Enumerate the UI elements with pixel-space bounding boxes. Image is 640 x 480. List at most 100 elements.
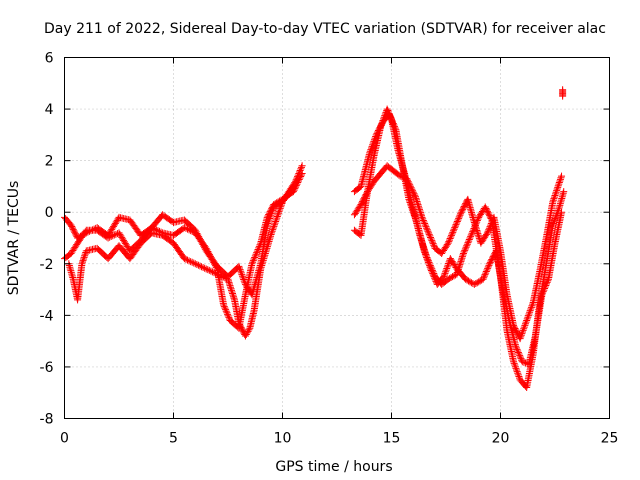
interp-point [447,274,455,282]
interp-point [267,231,275,239]
interp-point [529,300,537,308]
x-tick-label: 15 [383,431,401,447]
interp-point [486,212,494,220]
interp-point [554,182,562,190]
data-point [549,198,557,206]
interp-point [264,239,272,247]
data-point [516,335,524,343]
y-tick-label: 0 [45,205,54,221]
interp-point [463,276,471,284]
interp-point [221,274,229,282]
interp-point [461,245,469,253]
interp-point [511,361,519,369]
interp-point [273,213,281,221]
interp-point [473,279,481,287]
interp-point [484,264,492,272]
interp-point [443,241,451,249]
interp-point [463,242,471,250]
interp-point [417,209,425,217]
data-point [241,332,249,340]
interp-point [297,171,305,179]
interp-point [557,174,565,182]
interp-point [409,207,417,215]
interp-point [81,252,89,260]
interp-point [362,190,370,198]
interp-point [474,231,482,239]
interp-point [270,221,278,229]
interp-point [253,247,261,255]
interp-point [423,255,431,263]
interp-point [206,252,214,260]
interp-point [255,242,263,250]
interp-point [458,254,466,262]
data-point [510,358,518,366]
x-tick-labels: 0 5 10 15 20 25 [60,431,618,447]
interp-point [552,188,560,196]
data-point [213,270,221,278]
interp-point [516,352,524,360]
interp-point [554,183,562,191]
interp-point [222,307,230,315]
interp-point [485,226,493,234]
interp-point [265,211,273,219]
interp-point [429,270,437,278]
interp-point [550,218,558,226]
data-point [462,275,470,283]
interp-point [515,373,523,381]
interp-point [261,249,269,257]
interp-point [465,236,473,244]
interp-point [368,142,376,150]
interp-point [482,204,490,212]
data-point [263,213,271,221]
interp-point [294,179,302,187]
interp-point [523,315,531,323]
x-tick-label: 10 [274,431,292,447]
interp-point [193,261,201,269]
series-track-c [65,182,297,340]
interp-point [80,255,88,263]
interp-point [431,276,439,284]
interp-point [528,302,536,310]
interp-point [68,224,76,232]
data-point [289,182,297,190]
interp-point [273,199,281,207]
interp-point [215,271,223,279]
interp-point [458,253,466,261]
interp-point [540,286,548,294]
interp-point [516,353,524,361]
interp-point [555,179,563,187]
interp-point [389,120,397,128]
interp-point [524,312,532,320]
y-tick-label: -2 [40,257,54,273]
interp-point [428,237,436,245]
interp-point [224,310,232,318]
interp-point [541,283,549,291]
interp-point [425,230,433,238]
interp-point [245,326,253,334]
interp-point [422,252,430,260]
data-point [512,342,520,350]
interp-point [256,241,264,249]
series-outlier [559,86,567,100]
interp-point [424,258,432,266]
interp-point [68,223,76,231]
interp-point [264,241,272,249]
interp-point [426,263,434,271]
interp-point [406,182,414,190]
interp-point [229,290,237,298]
interp-point [405,197,413,205]
interp-point [216,272,224,280]
interp-point [512,326,520,334]
data-point [224,275,232,283]
interp-point [517,331,525,339]
y-tick-label: -8 [40,412,54,428]
interp-point [259,258,267,266]
interp-point [476,277,484,285]
interp-point [481,271,489,279]
interp-point [120,238,128,246]
interp-point [413,199,421,207]
interp-point [223,309,231,317]
interp-point [184,256,192,264]
data-point [559,86,567,94]
